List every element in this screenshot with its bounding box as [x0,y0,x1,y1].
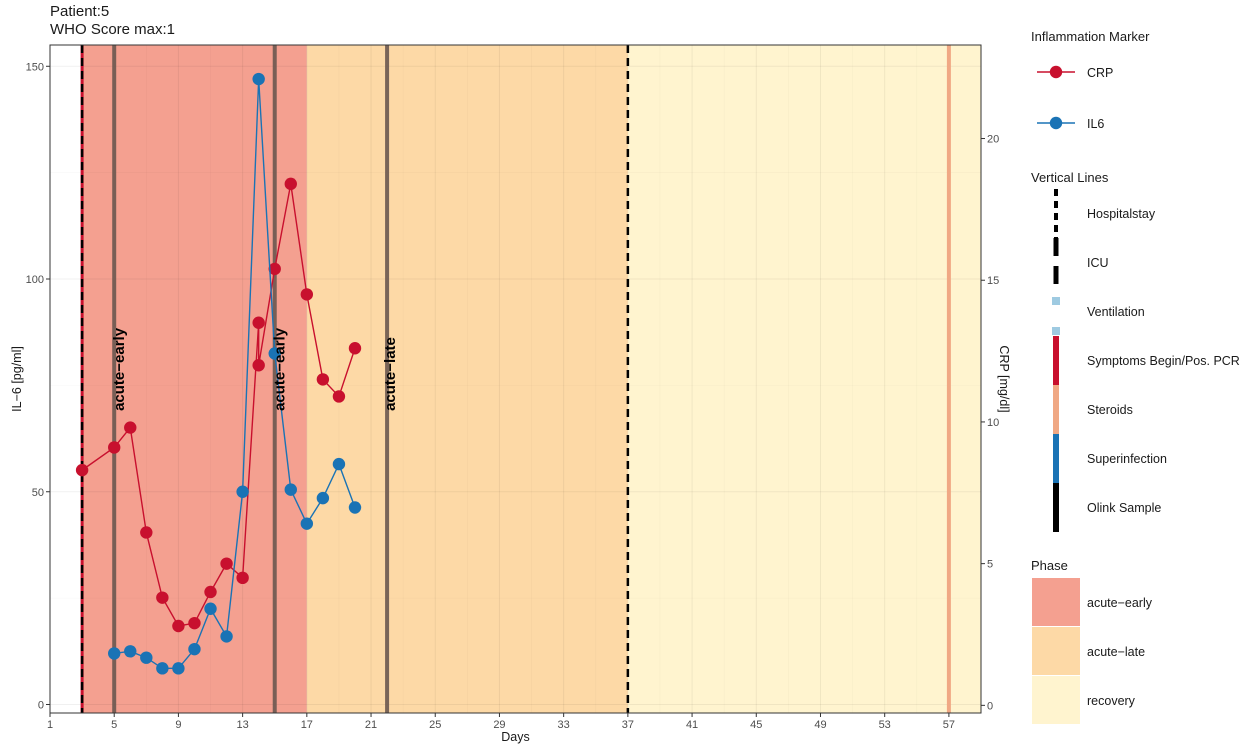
point-il6-10 [268,347,281,360]
legend-phase-title: Phase [1031,558,1068,573]
point-il6-5 [188,642,201,656]
phase-labels-layer: acute−early acute−early acute−late [111,327,399,411]
x-tick-label: 37 [622,719,634,731]
axes-layer: 1 5 9 13 17 21 25 29 33 37 41 45 49 53 570501001500510… [10,44,1011,744]
y-right-axis-title: CRP [mg/dl] [997,345,1011,412]
y-left-tick-label: 50 [32,487,44,499]
chart-title-line1: Patient:5 [50,3,110,20]
legend-line-label-1: ICU [1087,256,1109,270]
x-tick-label: 9 [175,719,181,731]
y-right-tick-label: 20 [987,134,999,146]
point-crp-2 [124,421,137,434]
x-tick-label: 33 [558,719,570,731]
legend-marker-label-il6: IL6 [1087,117,1104,131]
y-left-axis-title: IL−6 [pg/ml] [10,346,24,412]
series-line-crp [81,183,356,627]
point-il6-7 [220,630,233,643]
phase-label-2: acute−late [382,337,399,411]
x-tick-label: 29 [493,719,505,731]
point-crp-4 [156,591,169,604]
legend-phase-key-2 [1032,676,1080,724]
point-crp-17 [348,342,362,355]
y-right-tick-label: 10 [987,417,999,429]
x-axis-title: Days [501,730,529,744]
x-tick-label: 17 [301,719,313,731]
point-il6-11 [284,483,297,496]
point-il6-13 [316,491,330,505]
x-tick-label: 1 [47,719,53,731]
point-crp-15 [316,373,330,386]
legend-marker-title: Inflammation Marker [1031,29,1150,44]
y-right-tick-label: 15 [987,275,999,287]
y-right-tick-label: 5 [987,559,993,571]
legend-line-label-4: Steroids [1087,403,1133,417]
phase-label-1: acute−early [271,327,288,411]
series-layer [75,72,362,675]
point-crp-12 [268,262,281,276]
y-right-tick-label: 0 [987,700,993,712]
y-left-tick-label: 100 [26,274,44,286]
y-left-tick-label: 0 [38,699,44,711]
x-tick-label: 53 [879,719,891,731]
x-tick-label: 57 [943,719,955,731]
point-crp-3 [140,526,153,539]
point-crp-6 [188,616,201,630]
point-il6-0 [108,647,121,660]
phase-band-0 [82,45,307,713]
x-tick-label: 45 [750,719,762,731]
point-crp-10 [252,316,265,329]
x-tick-label: 21 [365,719,377,731]
series-line-il6 [114,78,356,670]
legend-line-label-0: Hospitalstay [1087,207,1156,221]
legend-line-label-6: Olink Sample [1087,501,1161,515]
point-il6-12 [300,517,314,530]
point-crp-9 [236,571,249,585]
point-il6-2 [140,651,153,664]
y-left-tick-label: 150 [26,61,44,73]
legend-line-label-2: Ventilation [1087,305,1145,319]
legend-marker-label-crp: CRP [1087,66,1113,80]
point-crp-0 [75,463,89,477]
point-il6-3 [156,662,169,675]
point-il6-8 [236,485,249,498]
legend-line-label-5: Superinfection [1087,452,1167,466]
point-crp-13 [284,177,297,191]
phase-label-0: acute−early [111,327,128,411]
chart-title-line2: WHO Score max:1 [50,21,176,38]
point-crp-14 [300,288,314,301]
point-crp-5 [172,619,185,633]
x-tick-label: 25 [429,719,441,731]
point-il6-6 [204,602,217,615]
plot-border [49,44,982,714]
point-crp-16 [332,390,346,403]
legend-phase-label-1: acute−late [1087,645,1145,659]
x-tick-label: 5 [111,719,117,731]
point-il6-1 [124,645,137,658]
legend-phase-label-0: acute−early [1087,596,1153,610]
point-crp-1 [108,441,121,454]
x-tick-label: 41 [686,719,698,731]
x-tick-label: 49 [814,719,826,731]
point-crp-11 [252,359,265,372]
x-tick-label: 13 [236,719,248,731]
point-il6-4 [172,662,185,675]
legend-phase-label-2: recovery [1087,694,1136,708]
plot-background-layer [50,45,981,713]
phase-band-1 [306,45,628,713]
legend-phase-key-0 [1032,578,1080,626]
point-crp-8 [220,557,233,570]
vertical-lines-layer [80,45,951,713]
legend-lines-title: Vertical Lines [1031,170,1109,185]
legend-layer: Inflammation Marker CRP IL6 Vertical Lines H… [1031,29,1240,724]
legend-marker-dot-crp [1049,65,1063,79]
point-il6-9 [252,72,265,86]
legend-marker-dot-il6 [1049,116,1063,130]
legend-phase-key-1 [1032,627,1080,675]
phase-band-2 [627,45,981,713]
legend-line-label-3: Symptoms Begin/Pos. PCR [1087,354,1240,368]
point-il6-14 [332,457,346,471]
point-il6-15 [348,501,362,514]
point-crp-7 [204,585,217,599]
